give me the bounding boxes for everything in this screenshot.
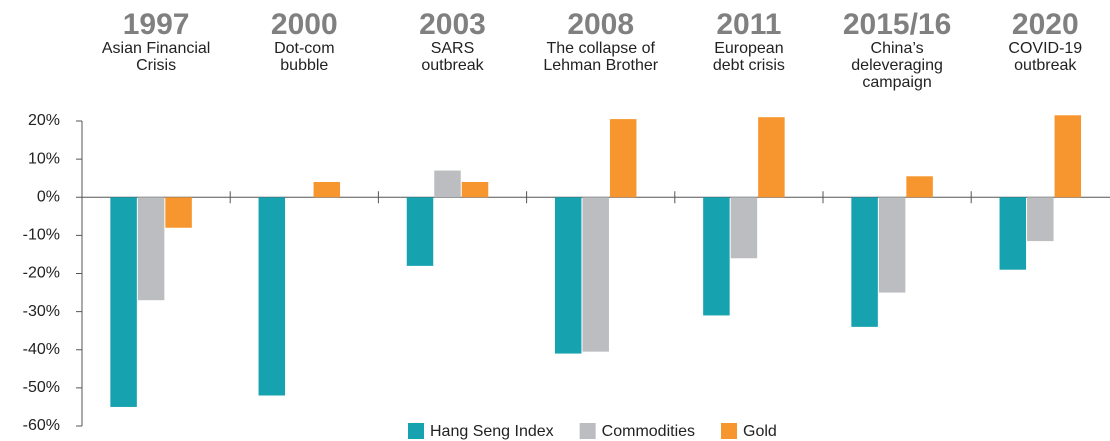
legend-label: Commodities <box>602 423 695 440</box>
event-label: outbreak <box>1014 57 1077 74</box>
bar <box>906 176 933 198</box>
y-tick-label: -50% <box>23 379 60 396</box>
event-label: bubble <box>280 57 328 74</box>
bar <box>137 197 165 301</box>
event-label: outbreak <box>421 57 484 74</box>
year: 1997 <box>123 8 190 41</box>
y-tick-label: 20% <box>28 112 60 129</box>
bar <box>582 197 609 352</box>
bar <box>313 182 341 198</box>
event-label: deleveraging <box>851 57 943 74</box>
event-label: Asian Financial <box>102 40 211 57</box>
event-label: SARS <box>431 40 475 57</box>
year: 2011 <box>716 8 781 41</box>
event-label: Dot-com <box>274 40 334 57</box>
legend-swatch <box>579 423 596 439</box>
event-label: China’s <box>871 40 924 57</box>
event-label: European <box>714 40 783 57</box>
bar <box>851 197 878 327</box>
bar <box>406 197 434 266</box>
bar <box>554 197 582 354</box>
year: 2008 <box>567 8 634 41</box>
bar <box>703 197 730 316</box>
bar <box>878 197 906 293</box>
y-tick-label: -20% <box>23 265 60 282</box>
y-tick-label: 0% <box>37 188 60 205</box>
bar <box>999 197 1027 270</box>
bar <box>258 197 286 396</box>
event-label: debt crisis <box>713 57 785 74</box>
bar <box>1027 197 1054 242</box>
bar <box>110 197 137 407</box>
year: 2000 <box>271 8 338 41</box>
year: 2020 <box>1012 8 1079 41</box>
event-label: Lehman Brother <box>543 57 658 74</box>
bar <box>434 170 461 198</box>
y-tick-label: -40% <box>23 341 60 358</box>
year: 2015/16 <box>843 8 951 41</box>
bar <box>609 119 637 198</box>
y-tick-label: -10% <box>23 227 60 244</box>
event-label: COVID-19 <box>1008 40 1082 57</box>
event-label: campaign <box>862 74 931 91</box>
legend-label: Hang Seng Index <box>430 423 554 440</box>
legend-swatch <box>408 423 424 439</box>
y-tick-label: 10% <box>28 150 60 167</box>
legend-swatch <box>721 423 738 439</box>
bar <box>758 117 785 198</box>
bar <box>165 197 192 228</box>
y-tick-label: -30% <box>23 303 60 320</box>
year: 2003 <box>419 8 486 41</box>
event-label: The collapse of <box>546 40 655 57</box>
bar <box>461 182 489 198</box>
legend-label: Gold <box>743 423 777 440</box>
y-tick-label: -60% <box>23 417 60 434</box>
bar <box>1054 115 1082 198</box>
bar <box>730 197 758 259</box>
event-label: Crisis <box>136 57 176 74</box>
